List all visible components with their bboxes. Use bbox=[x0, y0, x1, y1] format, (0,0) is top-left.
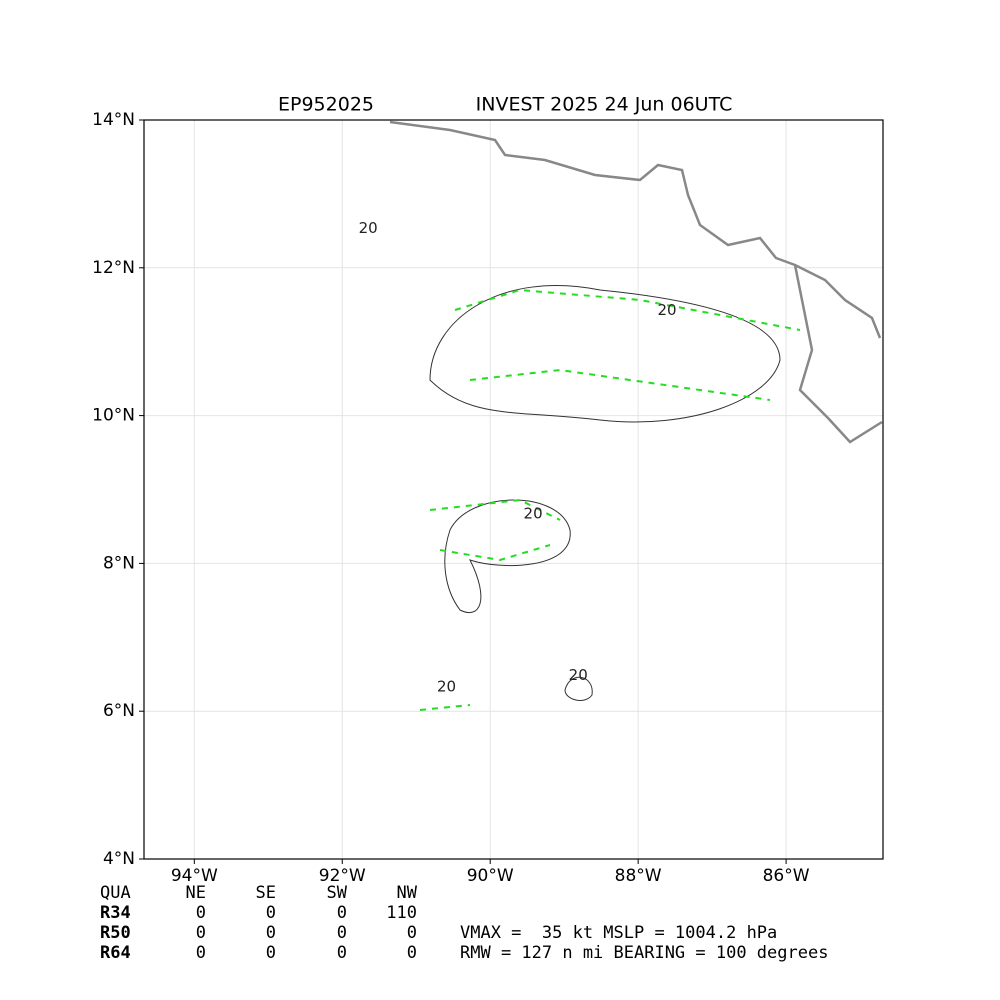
table-cell: 0 bbox=[196, 903, 206, 923]
table-cell: 0 bbox=[196, 943, 206, 963]
x-tick-label: 94°W bbox=[171, 866, 218, 886]
table-header: QUA bbox=[100, 883, 131, 903]
table-cell: 0 bbox=[266, 923, 276, 943]
table-header: NW bbox=[397, 883, 418, 903]
contour-label: 20 bbox=[524, 504, 543, 522]
y-tick-label: 10°N bbox=[92, 406, 135, 426]
contour-label: 20 bbox=[569, 666, 588, 684]
title: INVEST 2025 24 Jun 06UTC bbox=[476, 94, 733, 116]
y-tick-label: 4°N bbox=[103, 849, 135, 869]
x-tick-label: 86°W bbox=[763, 866, 810, 886]
intensity-summary: VMAX = 35 kt MSLP = 1004.2 hPa bbox=[460, 923, 777, 943]
table-cell: 0 bbox=[266, 903, 276, 923]
table-cell: 0 bbox=[196, 923, 206, 943]
table-header: SW bbox=[327, 883, 348, 903]
table-cell: 0 bbox=[337, 943, 347, 963]
y-tick-label: 8°N bbox=[103, 553, 135, 573]
contour bbox=[564, 676, 593, 701]
y-tick-label: 14°N bbox=[92, 110, 135, 130]
coastline bbox=[389, 120, 883, 444]
storm-id: EP952025 bbox=[278, 94, 374, 116]
y-tick-label: 6°N bbox=[103, 701, 135, 721]
rmw-summary: RMW = 127 n mi BEARING = 100 degrees bbox=[460, 943, 828, 963]
table-header: NE bbox=[186, 883, 206, 903]
contour bbox=[429, 285, 781, 423]
x-tick-label: 92°W bbox=[319, 866, 366, 886]
contour-label: 20 bbox=[437, 677, 456, 695]
contour bbox=[444, 499, 571, 613]
table-cell: 110 bbox=[386, 903, 417, 923]
x-tick-label: 88°W bbox=[615, 866, 662, 886]
table-cell: 0 bbox=[337, 923, 347, 943]
row-label: R34 bbox=[100, 903, 131, 923]
table-cell: 0 bbox=[266, 943, 276, 963]
table-cell: 0 bbox=[407, 943, 417, 963]
table-cell: 0 bbox=[337, 903, 347, 923]
row-label: R50 bbox=[100, 923, 131, 943]
wind-34kt-region bbox=[419, 288, 801, 711]
contour-label: 20 bbox=[359, 219, 378, 237]
contour-label: 20 bbox=[657, 301, 676, 319]
plot-frame bbox=[143, 119, 884, 860]
contour-labels: 20 20 20 20 20 bbox=[359, 219, 677, 695]
row-label: R64 bbox=[100, 943, 131, 963]
x-tick-label: 90°W bbox=[467, 866, 514, 886]
table-header: SE bbox=[256, 883, 276, 903]
table-cell: 0 bbox=[407, 923, 417, 943]
y-tick-label: 12°N bbox=[92, 258, 135, 278]
